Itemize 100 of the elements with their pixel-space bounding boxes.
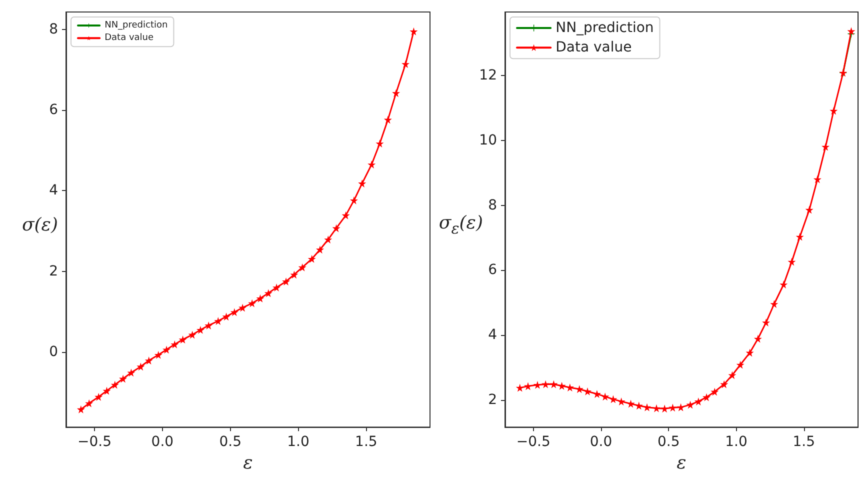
- y-tick-label: 12: [479, 67, 497, 84]
- point: [516, 384, 524, 392]
- x-tick-label: −0.5: [78, 434, 112, 450]
- point: [119, 374, 128, 383]
- point: [102, 386, 111, 395]
- point: [282, 277, 290, 286]
- point: [694, 397, 702, 406]
- point: [248, 299, 256, 308]
- y-tick-label: 4: [49, 182, 58, 199]
- point: [686, 400, 694, 409]
- point: [770, 300, 778, 308]
- point: [410, 27, 418, 36]
- point: [214, 317, 222, 326]
- y-tick-label: 2: [49, 263, 58, 280]
- point: [110, 380, 119, 389]
- point: [264, 289, 272, 298]
- x-tick-label: 0.0: [590, 434, 612, 450]
- point: [822, 142, 830, 151]
- point: [805, 206, 814, 214]
- x-tick-label: 0.5: [658, 434, 680, 450]
- legend-label: NN_prediction: [556, 20, 654, 36]
- point: [720, 380, 728, 388]
- point: [188, 330, 196, 339]
- legend-label: NN_prediction: [104, 20, 168, 30]
- point: [144, 356, 153, 365]
- point: [290, 270, 298, 279]
- point: [196, 326, 204, 334]
- point: [813, 175, 822, 184]
- point: [298, 263, 306, 272]
- point: [178, 336, 187, 344]
- point: [230, 308, 238, 316]
- legend-label: Data value: [104, 33, 154, 44]
- point: [668, 404, 677, 412]
- point: [728, 371, 736, 380]
- point: [652, 404, 660, 412]
- point: [392, 89, 400, 98]
- point: [272, 284, 281, 292]
- y-tick-label: 8: [488, 197, 497, 214]
- point: [316, 246, 324, 254]
- point: [601, 392, 610, 401]
- point: [256, 294, 264, 302]
- point: [127, 368, 136, 377]
- point: [204, 321, 213, 330]
- point: [736, 360, 744, 369]
- point: [847, 27, 856, 36]
- point: [170, 340, 179, 348]
- point: [609, 395, 618, 404]
- y-tick-label: 10: [479, 132, 497, 148]
- point: [584, 387, 592, 396]
- x-tick-label: 0.5: [219, 434, 242, 450]
- y-tick-label: 6: [488, 262, 498, 278]
- x-tick-label: 1.0: [287, 434, 310, 450]
- point: [376, 140, 384, 148]
- point: [542, 380, 550, 388]
- y-tick-label: 8: [49, 21, 58, 38]
- y-axis-title: σ$_{ε}$(ε): [438, 212, 483, 237]
- point: [643, 403, 652, 412]
- point: [402, 60, 410, 68]
- x-tick-label: −0.5: [516, 434, 550, 450]
- x-tick-label: 1.0: [725, 434, 748, 450]
- point: [154, 350, 162, 359]
- point: [332, 224, 340, 232]
- point: [746, 348, 754, 357]
- point: [788, 258, 796, 266]
- point: [617, 397, 626, 406]
- point: [76, 405, 85, 414]
- y-tick-label: 2: [488, 392, 497, 408]
- point: [358, 179, 366, 188]
- point: [162, 346, 171, 354]
- point: [702, 393, 711, 402]
- point: [368, 160, 376, 168]
- x-tick-label: 1.5: [355, 434, 378, 450]
- point: [350, 196, 358, 204]
- point: [780, 280, 788, 289]
- point: [308, 254, 316, 263]
- legend-label: Data value: [556, 40, 632, 56]
- point: [238, 304, 247, 312]
- point: [222, 312, 230, 321]
- y-tick-label: 4: [488, 327, 498, 344]
- x-axis-title: ε: [243, 452, 253, 474]
- point: [754, 334, 762, 343]
- y-tick-label: 6: [49, 102, 58, 118]
- point: [342, 211, 350, 220]
- y-axis-title: σ(ε): [22, 214, 58, 235]
- point: [550, 380, 558, 388]
- point: [94, 392, 103, 401]
- y-tick-label: 0: [49, 344, 58, 360]
- point: [710, 388, 719, 396]
- x-axis-title: ε: [676, 452, 686, 474]
- point: [626, 400, 635, 408]
- point: [592, 390, 601, 398]
- point: [324, 236, 332, 244]
- x-tick-label: 1.5: [792, 434, 816, 450]
- point: [136, 362, 145, 371]
- point: [676, 403, 685, 412]
- x-tick-label: 0.0: [151, 434, 174, 450]
- point: [85, 399, 94, 408]
- point: [762, 318, 770, 327]
- point: [384, 116, 392, 124]
- point: [830, 106, 838, 115]
